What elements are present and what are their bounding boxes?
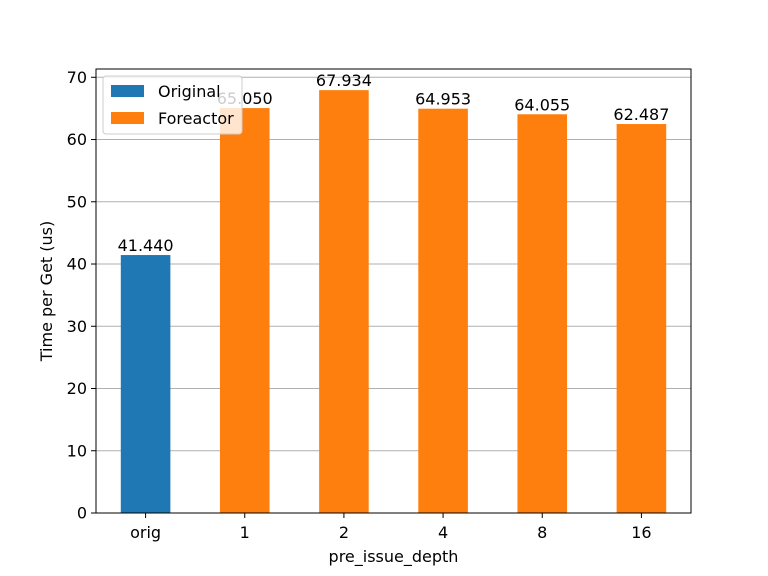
- y-axis-ticks: 0 10 20 30 40 50 60 70: [67, 68, 96, 523]
- value-label-orig: 41.440: [118, 236, 174, 255]
- y-tick-label: 20: [67, 379, 87, 398]
- bar-1: [219, 108, 270, 513]
- bar-4: [418, 108, 468, 513]
- x-tick-label: 4: [438, 523, 448, 542]
- legend-swatch-foreactor: [111, 112, 144, 124]
- y-tick-label: 60: [67, 130, 87, 149]
- plot-frame: [95, 68, 692, 514]
- y-tick-label: 30: [67, 317, 87, 336]
- bar-2: [319, 90, 369, 514]
- bars: [120, 90, 667, 514]
- y-tick-label: 10: [67, 441, 87, 460]
- x-tick-label: 1: [240, 523, 250, 542]
- x-tick-label: orig: [130, 523, 161, 542]
- value-label-16: 62.487: [613, 105, 669, 124]
- y-axis-label: Time per Get (us): [37, 221, 56, 362]
- y-tick-label: 40: [67, 255, 87, 274]
- legend-swatch-original: [111, 85, 144, 97]
- y-tick-label: 50: [67, 192, 87, 211]
- bar-16: [616, 124, 667, 513]
- y-tick-label: 0: [77, 504, 87, 523]
- legend-label-foreactor: Foreactor: [158, 109, 234, 128]
- bar-8: [517, 114, 568, 514]
- x-tick-label: 2: [339, 523, 349, 542]
- legend: Original Foreactor: [102, 75, 243, 135]
- x-tick-label: 8: [537, 523, 547, 542]
- legend-label-original: Original: [158, 82, 221, 101]
- x-tick-label: 16: [631, 523, 651, 542]
- value-label-8: 64.055: [514, 95, 570, 114]
- value-label-2: 67.934: [316, 71, 372, 90]
- y-tick-label: 70: [67, 68, 87, 87]
- x-axis-ticks: orig 1 2 4 8 16: [130, 513, 652, 542]
- value-label-4: 64.953: [415, 90, 471, 109]
- bar-orig: [120, 255, 171, 514]
- x-axis-label: pre_issue_depth: [329, 547, 459, 567]
